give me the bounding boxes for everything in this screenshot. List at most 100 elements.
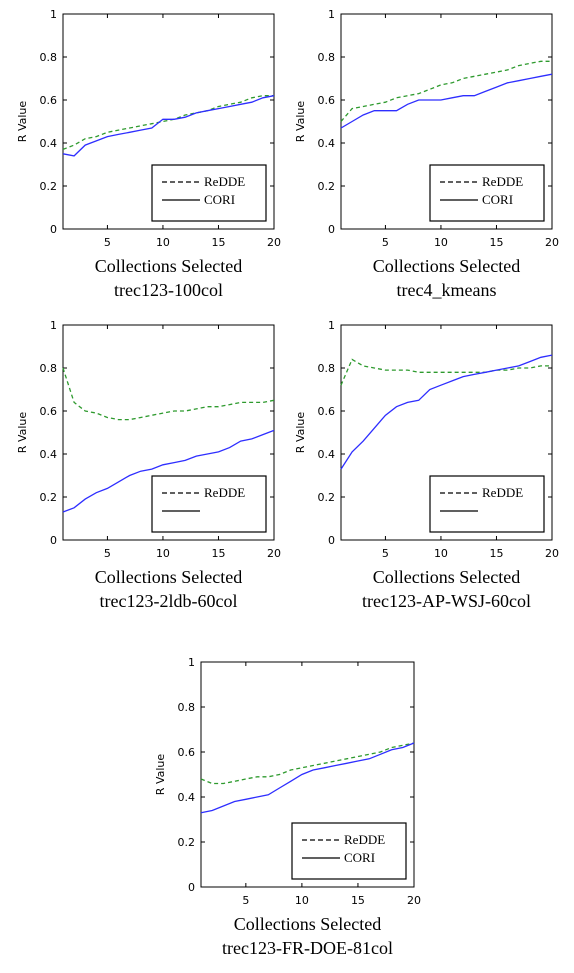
x-tick-label: 5 xyxy=(382,236,389,249)
y-tick-label: 1 xyxy=(50,8,57,21)
plot-frame xyxy=(340,324,553,541)
legend-box xyxy=(291,822,407,880)
chart-panel-1: 00.20.40.60.815 10 15 20R ValueCollections … xyxy=(16,8,281,300)
y-tick-label: 0.4 xyxy=(40,448,58,461)
y-tick-label: 0.6 xyxy=(178,746,196,759)
legend-label: CORI xyxy=(204,192,235,207)
x-tick-label: 10 xyxy=(156,547,170,560)
chart-subtitle: trec123-2ldb-60col xyxy=(100,591,238,611)
y-axis-label: R Value xyxy=(294,412,307,454)
y-tick-label: 1 xyxy=(328,8,335,21)
y-tick-label: 0.6 xyxy=(40,94,58,107)
x-tick-label: 5 xyxy=(382,547,389,560)
x-tick-label: 5 xyxy=(242,894,249,907)
y-tick-label: 0.4 xyxy=(40,137,58,150)
y-tick-label: 1 xyxy=(328,319,335,332)
x-tick-label: 15 xyxy=(489,236,503,249)
series-line-cori xyxy=(340,73,553,129)
x-tick-label: 5 xyxy=(104,547,111,560)
y-tick-label: 0.4 xyxy=(178,791,196,804)
y-tick-label: 0.2 xyxy=(318,491,336,504)
legend-label: CORI xyxy=(344,850,375,865)
y-tick-label: 0 xyxy=(328,534,335,547)
x-tick-label: 20 xyxy=(545,236,559,249)
chart-panel-4: 00.20.40.60.815 10 15 20R ValueCollections … xyxy=(294,319,559,611)
x-tick-label: 20 xyxy=(545,547,559,560)
x-tick-label: 5 xyxy=(104,236,111,249)
x-tick-label: 10 xyxy=(434,547,448,560)
legend-label: ReDDE xyxy=(482,174,523,189)
y-tick-label: 0.6 xyxy=(40,405,58,418)
y-axis-label: R Value xyxy=(16,101,29,143)
y-tick-label: 0.2 xyxy=(178,836,196,849)
x-tick-label: 20 xyxy=(267,236,281,249)
x-axis-label: Collections Selected xyxy=(95,256,242,276)
legend: ReDDE xyxy=(151,475,267,533)
chart-subtitle: trec123-FR-DOE-81col xyxy=(222,938,393,958)
y-tick-label: 0.2 xyxy=(40,180,58,193)
y-tick-label: 0 xyxy=(50,223,57,236)
x-tick-label: 10 xyxy=(434,236,448,249)
x-axis-label: Collections Selected xyxy=(234,914,381,934)
y-tick-label: 0.2 xyxy=(318,180,336,193)
x-tick-label: 20 xyxy=(267,547,281,560)
legend-box xyxy=(429,164,545,222)
x-tick-label: 15 xyxy=(211,236,225,249)
legend: ReDDE CORI xyxy=(291,822,407,880)
series-line-cori xyxy=(200,742,415,814)
x-axis-label: Collections Selected xyxy=(95,567,242,587)
plot-frame xyxy=(200,661,415,888)
x-tick-label: 20 xyxy=(407,894,421,907)
y-tick-label: 0.2 xyxy=(40,491,58,504)
chart-panel-2: 00.20.40.60.815 10 15 20R ValueCollections … xyxy=(294,8,559,300)
series-line-redde xyxy=(340,60,552,122)
y-axis-label: R Value xyxy=(294,101,307,143)
y-tick-label: 0 xyxy=(328,223,335,236)
legend: ReDDE CORI xyxy=(151,164,267,222)
plot-frame xyxy=(62,324,275,541)
y-tick-label: 0.8 xyxy=(40,362,58,375)
y-tick-label: 1 xyxy=(188,656,195,669)
y-tick-label: 0.4 xyxy=(318,137,336,150)
series-line-cori xyxy=(62,429,275,513)
y-axis-label: R Value xyxy=(16,412,29,454)
y-axis-label: R Value xyxy=(154,754,167,796)
legend-box xyxy=(151,164,267,222)
x-tick-label: 10 xyxy=(156,236,170,249)
y-tick-label: 0.8 xyxy=(178,701,196,714)
chart-subtitle: trec123-AP-WSJ-60col xyxy=(362,591,531,611)
legend: ReDDE xyxy=(429,475,545,533)
y-tick-label: 1 xyxy=(50,319,57,332)
chart-panel-3: 00.20.40.60.815 10 15 20R ValueCollections … xyxy=(16,319,281,611)
legend-label: ReDDE xyxy=(204,174,245,189)
chart-panel-5: 00.20.40.60.815 10 15 20R ValueCollections … xyxy=(154,656,421,958)
x-axis-label: Collections Selected xyxy=(373,256,520,276)
legend-label: ReDDE xyxy=(482,485,523,500)
y-tick-label: 0.8 xyxy=(318,362,336,375)
chart-subtitle: trec123-100col xyxy=(114,280,223,300)
legend-box xyxy=(151,475,267,533)
x-tick-label: 15 xyxy=(211,547,225,560)
y-tick-label: 0.6 xyxy=(318,94,336,107)
series-line-cori xyxy=(62,95,275,157)
series-line-redde xyxy=(340,358,552,386)
legend-label: ReDDE xyxy=(344,832,385,847)
x-tick-label: 15 xyxy=(351,894,365,907)
legend-label: CORI xyxy=(482,192,513,207)
y-tick-label: 0.6 xyxy=(318,405,336,418)
chart-subtitle: trec4_kmeans xyxy=(397,280,497,300)
series-line-redde xyxy=(62,367,275,421)
series-line-cori xyxy=(340,354,553,470)
legend-label: ReDDE xyxy=(204,485,245,500)
y-tick-label: 0.4 xyxy=(318,448,336,461)
y-tick-label: 0 xyxy=(50,534,57,547)
plot-frame xyxy=(62,13,275,230)
series-line-redde xyxy=(200,742,415,785)
y-tick-label: 0.8 xyxy=(318,51,336,64)
series-line-redde xyxy=(62,95,274,151)
legend-box xyxy=(429,475,545,533)
x-axis-label: Collections Selected xyxy=(373,567,520,587)
y-tick-label: 0.8 xyxy=(40,51,58,64)
legend: ReDDE CORI xyxy=(429,164,545,222)
